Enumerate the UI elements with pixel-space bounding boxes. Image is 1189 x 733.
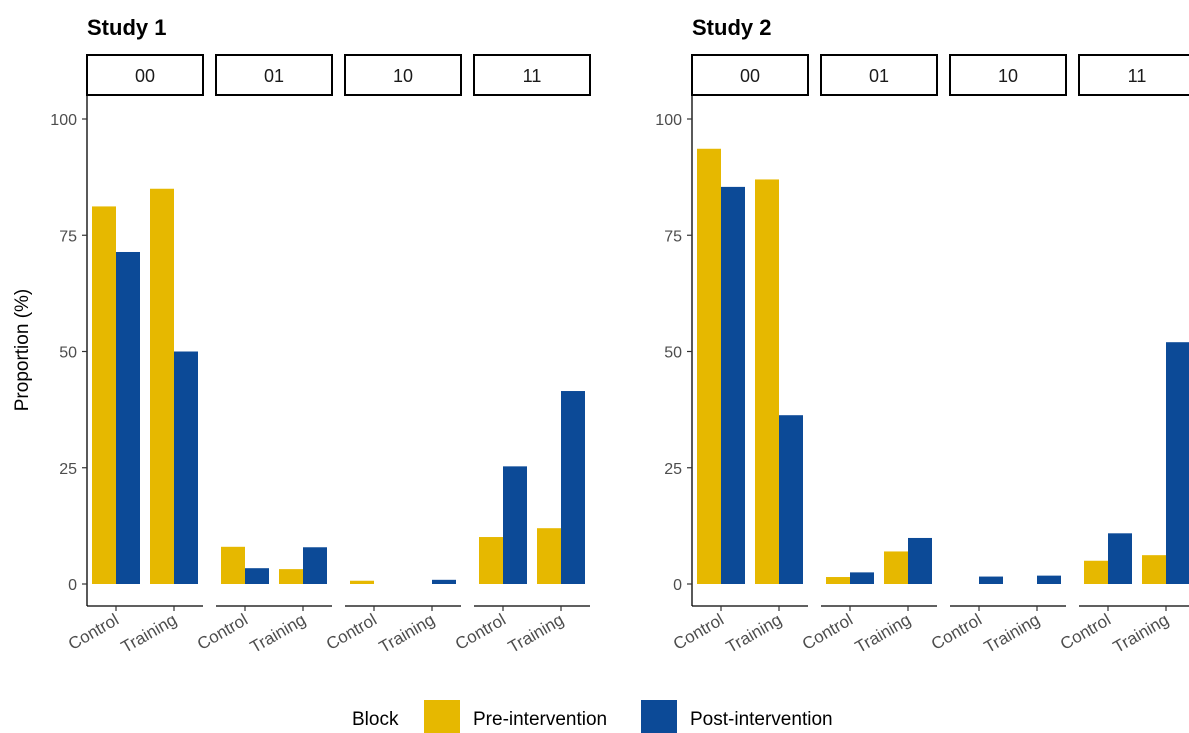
bar-study-2-00-training-post-intervention (779, 415, 803, 584)
x-tick-label-study-2-10-control: Control (928, 610, 985, 654)
bar-study-2-11-training-pre-intervention (1142, 555, 1166, 584)
x-tick-label-study-1-01-control: Control (194, 610, 251, 654)
legend: Block Pre-intervention Post-intervention (352, 700, 833, 733)
chart-title-study-1: Study 1 (87, 15, 166, 40)
bar-study-2-01-training-post-intervention (908, 537, 932, 584)
bar-study-2-11-control-pre-intervention (1084, 560, 1108, 584)
legend-swatch-pre-intervention (424, 700, 460, 733)
y-tick-label-0-study-2: 0 (673, 577, 682, 594)
x-tick-label-study-1-00-control: Control (65, 610, 122, 654)
chart-panels: 025507510000ControlTraining01ControlTrai… (50, 54, 1189, 657)
y-axis-label: Proportion (%) (12, 289, 33, 412)
bar-study-2-10-control-post-intervention (979, 576, 1003, 584)
panel-study-2: 025507510000ControlTraining01ControlTrai… (655, 54, 1189, 657)
x-tick-label-study-1-11-control: Control (452, 610, 509, 654)
bar-study-2-01-control-pre-intervention (826, 577, 850, 584)
chart-title-study-2: Study 2 (692, 15, 771, 40)
bar-study-2-10-training-post-intervention (1037, 575, 1061, 584)
y-tick-label-0-study-1: 0 (68, 577, 77, 594)
bar-study-2-11-control-post-intervention (1108, 533, 1132, 584)
y-tick-label-25-study-1: 25 (59, 461, 77, 478)
facet-strip-study-1-01 (215, 54, 333, 96)
facet-label-study-2-01: 01 (869, 66, 889, 86)
facet-label-study-1-10: 10 (393, 66, 413, 86)
bar-study-1-01-control-post-intervention (245, 568, 269, 584)
bar-study-2-00-control-pre-intervention (697, 148, 721, 584)
facet-strip-study-2-01 (820, 54, 938, 96)
y-tick-label-50-study-1: 50 (59, 345, 77, 362)
x-tick-label-study-2-10-training: Training (981, 610, 1043, 657)
y-tick-label-75-study-1: 75 (59, 228, 77, 245)
facet-label-study-1-00: 00 (135, 66, 155, 86)
legend-swatch-post-intervention (641, 700, 677, 733)
bar-study-1-11-control-pre-intervention (479, 537, 503, 584)
bar-study-1-01-control-pre-intervention (221, 546, 245, 584)
x-tick-label-study-1-01-training: Training (247, 610, 309, 657)
x-tick-label-study-2-01-training: Training (852, 610, 914, 657)
x-tick-label-study-2-00-training: Training (723, 610, 785, 657)
bar-study-1-10-control-pre-intervention (350, 580, 374, 584)
facet-label-study-2-11: 11 (1128, 66, 1147, 86)
bar-study-1-01-training-pre-intervention (279, 569, 303, 584)
x-tick-label-study-1-10-control: Control (323, 610, 380, 654)
facet-label-study-1-11: 11 (523, 66, 542, 86)
bar-study-1-00-control-pre-intervention (92, 206, 116, 585)
facet-strip-study-1-11 (473, 54, 591, 96)
y-tick-label-50-study-2: 50 (664, 345, 682, 362)
bar-study-2-01-control-post-intervention (850, 572, 874, 584)
bar-study-1-00-training-post-intervention (174, 351, 198, 584)
bar-study-1-00-control-post-intervention (116, 251, 140, 585)
legend-title: Block (352, 709, 399, 730)
facet-label-study-2-10: 10 (998, 66, 1018, 86)
bar-study-2-00-control-post-intervention (721, 186, 745, 584)
facet-label-study-2-00: 00 (740, 66, 760, 86)
facet-strip-study-2-00 (691, 54, 809, 96)
y-tick-label-75-study-2: 75 (664, 228, 682, 245)
legend-label-post-intervention: Post-intervention (690, 709, 833, 730)
x-tick-label-study-1-10-training: Training (376, 610, 438, 657)
bar-study-1-01-training-post-intervention (303, 547, 327, 584)
x-tick-label-study-2-11-training: Training (1110, 610, 1172, 657)
y-tick-label-100-study-1: 100 (50, 112, 77, 129)
facet-strip-study-1-00 (86, 54, 204, 96)
bar-study-1-11-training-post-intervention (561, 391, 585, 584)
y-tick-label-25-study-2: 25 (664, 461, 682, 478)
bar-study-2-00-training-pre-intervention (755, 179, 779, 584)
x-tick-label-study-2-00-control: Control (670, 610, 727, 654)
facet-strip-study-1-10 (344, 54, 462, 96)
facet-strip-study-2-11 (1078, 54, 1189, 96)
bar-study-1-00-training-pre-intervention (150, 188, 174, 584)
bar-study-1-10-training-post-intervention (432, 579, 456, 584)
bar-study-1-11-control-post-intervention (503, 466, 527, 584)
x-tick-label-study-1-11-training: Training (505, 610, 567, 657)
legend-label-pre-intervention: Pre-intervention (473, 709, 607, 730)
x-tick-label-study-2-11-control: Control (1057, 610, 1114, 654)
panel-study-1: 025507510000ControlTraining01ControlTrai… (50, 54, 591, 657)
x-tick-label-study-1-00-training: Training (118, 610, 180, 657)
facet-strip-study-2-10 (949, 54, 1067, 96)
bar-study-1-11-training-pre-intervention (537, 528, 561, 584)
bar-study-2-01-training-pre-intervention (884, 551, 908, 584)
x-tick-label-study-2-01-control: Control (799, 610, 856, 654)
y-tick-label-100-study-2: 100 (655, 112, 682, 129)
facet-label-study-1-01: 01 (264, 66, 284, 86)
bar-study-2-11-training-post-intervention (1166, 342, 1189, 584)
